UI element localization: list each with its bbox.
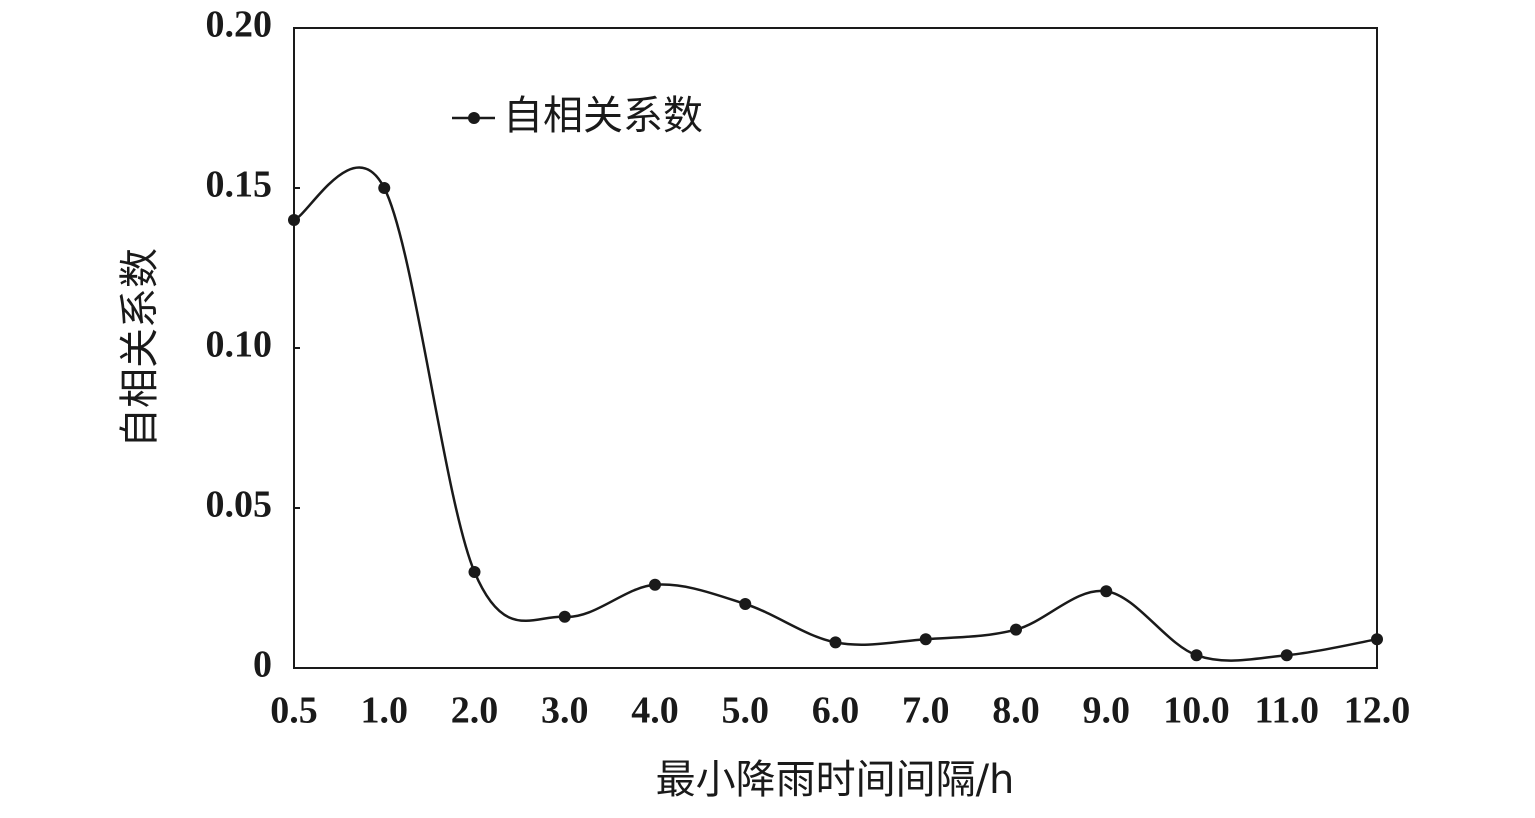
marker <box>1280 649 1293 662</box>
line <box>293 166 1378 662</box>
marker <box>1100 585 1113 598</box>
x-tick-label: 0.5 <box>270 690 318 732</box>
y-tick-label: 0 <box>253 644 272 686</box>
y-tick-label: 0.10 <box>206 324 273 366</box>
marker <box>739 598 752 610</box>
y-tick-label: 0.05 <box>206 484 273 526</box>
x-tick-label: 12.0 <box>1344 690 1411 732</box>
x-tick-label: 5.0 <box>722 690 770 732</box>
x-tick-label: 11.0 <box>1255 690 1319 732</box>
y-axis-label: 自相关系数 <box>117 248 163 448</box>
marker <box>468 566 481 578</box>
marker <box>288 214 300 226</box>
marker <box>1010 623 1022 636</box>
marker <box>378 182 391 194</box>
marker <box>1371 633 1383 646</box>
y-tick-label: 0.15 <box>206 164 273 206</box>
plot-frame <box>293 27 1378 669</box>
marker <box>829 636 842 649</box>
x-tick-label: 1.0 <box>361 690 409 732</box>
marker <box>649 578 661 591</box>
x-tick-label: 7.0 <box>902 690 950 732</box>
marker <box>1190 649 1203 662</box>
marker <box>558 610 571 623</box>
x-tick-label: 9.0 <box>1083 690 1131 732</box>
x-tick-label: 10.0 <box>1163 690 1230 732</box>
x-tick-label: 6.0 <box>812 690 860 732</box>
y-tick-label: 0.20 <box>206 4 273 46</box>
legend-label: 自相关系数 <box>503 93 703 139</box>
legend-marker <box>468 112 480 124</box>
x-tick-label: 4.0 <box>631 690 679 732</box>
x-axis-label: 最小降雨时间间隔/h <box>656 757 1015 803</box>
x-tick-label: 2.0 <box>451 690 499 732</box>
x-tick-label: 3.0 <box>541 690 589 732</box>
x-tick-label: 8.0 <box>992 690 1040 732</box>
marker <box>919 633 932 646</box>
